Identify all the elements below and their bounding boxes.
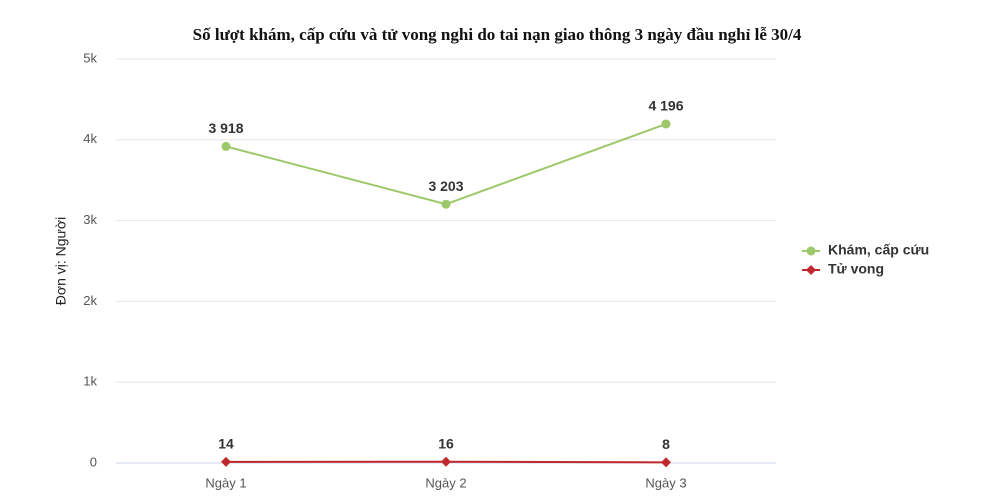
y-tick-label: 2k <box>83 293 97 308</box>
y-tick-label: 5k <box>83 50 97 65</box>
point <box>221 456 231 467</box>
point <box>661 119 671 129</box>
y-axis-label: Đơn vị: Người <box>53 217 69 305</box>
legend-marker <box>806 265 816 275</box>
x-tick-label: Ngày 2 <box>425 475 466 490</box>
chart-title: Số lượt khám, cấp cứu và tử vong nghi do… <box>193 25 802 44</box>
y-tick-label: 4k <box>83 131 97 146</box>
y-tick-label: 1k <box>83 374 97 389</box>
y-tick-label: 3k <box>83 212 97 227</box>
point <box>221 141 231 151</box>
data-label: 14 <box>218 436 234 452</box>
legend-marker <box>806 246 816 256</box>
x-tick-label: Ngày 3 <box>645 475 686 490</box>
point <box>661 457 671 468</box>
data-label: 3 918 <box>208 120 243 136</box>
data-label: 16 <box>438 435 454 451</box>
data-label: 8 <box>662 436 670 452</box>
data-label: 4 196 <box>648 98 683 114</box>
legend-label: Tử vong <box>828 261 884 277</box>
data-label: 3 203 <box>428 178 463 194</box>
point <box>441 199 451 209</box>
x-tick-label: Ngày 1 <box>205 475 246 490</box>
legend-label: Khám, cấp cứu <box>828 242 929 258</box>
y-tick-label: 0 <box>90 454 97 469</box>
point <box>441 456 451 467</box>
